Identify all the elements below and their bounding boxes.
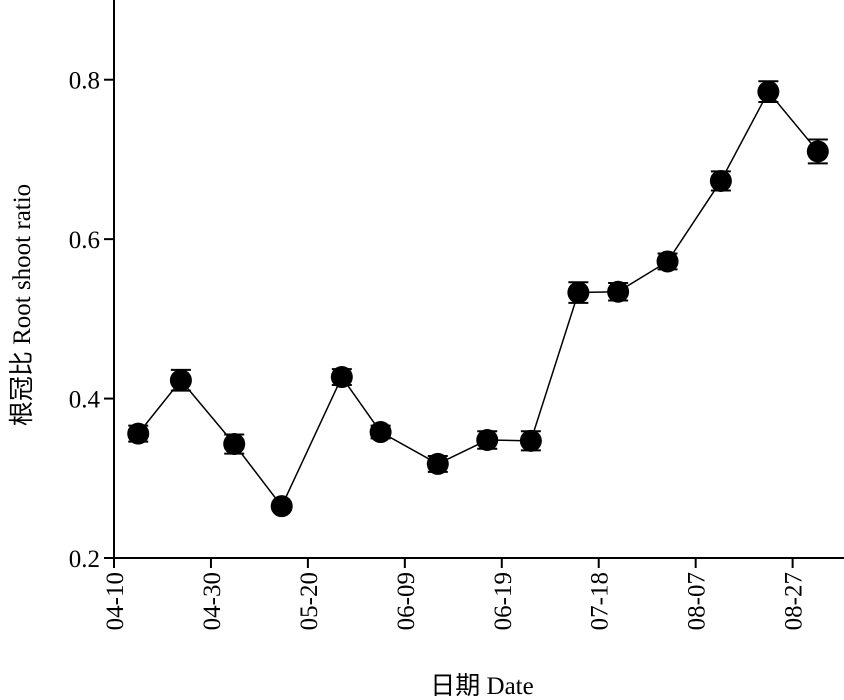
x-tick-label: 04-10 — [102, 572, 129, 630]
data-point — [270, 495, 293, 518]
data-point — [656, 250, 679, 273]
data-point — [127, 422, 150, 445]
y-tick-label: 0.6 — [69, 227, 100, 254]
data-point — [169, 369, 192, 392]
data-point — [330, 366, 353, 389]
x-tick-label: 06-19 — [490, 572, 517, 630]
data-point — [369, 421, 392, 444]
y-tick-label: 0.8 — [69, 68, 100, 95]
y-tick-label: 0.4 — [69, 387, 101, 414]
x-tick-label: 04-30 — [199, 572, 226, 630]
data-point — [426, 452, 449, 475]
x-tick-label: 08-07 — [684, 572, 711, 630]
y-axis-label: 根冠比 Root shoot ratio — [8, 184, 36, 426]
x-tick-label: 07-18 — [587, 572, 614, 630]
data-point — [223, 433, 246, 456]
x-tick-label: 05-20 — [296, 572, 323, 630]
y-tick-label: 0.2 — [69, 546, 100, 573]
x-tick-label: 06-09 — [393, 572, 420, 630]
x-axis-label: 日期 Date — [430, 673, 533, 700]
data-point — [806, 140, 829, 163]
data-point — [709, 169, 732, 192]
data-point — [757, 80, 780, 103]
data-point — [476, 429, 499, 452]
data-point — [567, 281, 590, 304]
x-tick-label: 08-27 — [781, 572, 808, 630]
data-point — [519, 429, 542, 452]
data-point — [607, 280, 630, 303]
